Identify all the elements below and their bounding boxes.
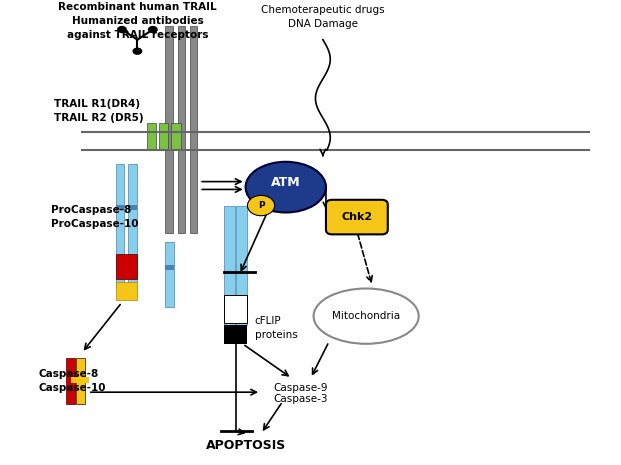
Bar	[128, 205, 137, 210]
Bar	[165, 242, 174, 307]
Text: ProCaspase-8: ProCaspase-8	[51, 205, 131, 215]
Bar	[116, 282, 137, 300]
Text: against TRAIL receptors: against TRAIL receptors	[66, 30, 208, 40]
Bar	[178, 26, 185, 233]
Text: Caspase-3: Caspase-3	[273, 394, 328, 404]
Bar	[224, 326, 247, 344]
Text: Chemoterapeutic drugs: Chemoterapeutic drugs	[261, 5, 384, 15]
Text: P: P	[258, 201, 265, 210]
Text: DNA Damage: DNA Damage	[288, 19, 358, 28]
Text: Chk2: Chk2	[342, 212, 373, 222]
Circle shape	[247, 195, 274, 216]
Bar	[76, 358, 85, 404]
Bar	[116, 205, 124, 210]
Circle shape	[132, 47, 142, 55]
Text: Caspase-8: Caspase-8	[39, 369, 99, 379]
Text: Caspase-9: Caspase-9	[273, 383, 328, 392]
Text: TRAIL R2 (DR5): TRAIL R2 (DR5)	[54, 113, 143, 123]
Text: Recombinant human TRAIL: Recombinant human TRAIL	[58, 2, 217, 13]
Bar	[224, 206, 235, 326]
Bar	[147, 123, 156, 150]
Text: Mitochondria: Mitochondria	[332, 311, 400, 321]
Bar	[165, 265, 174, 270]
Text: TRAIL R1(DR4): TRAIL R1(DR4)	[54, 99, 140, 109]
Text: Humanized antibodies: Humanized antibodies	[71, 16, 203, 26]
Ellipse shape	[245, 162, 326, 213]
Bar	[116, 254, 137, 279]
Bar	[128, 164, 137, 288]
Text: Caspase-10: Caspase-10	[39, 383, 106, 392]
Bar	[71, 378, 89, 383]
Bar	[190, 26, 197, 233]
Bar	[224, 295, 247, 323]
Text: cFLIP: cFLIP	[255, 316, 281, 326]
Text: ATM: ATM	[271, 176, 301, 189]
Bar	[171, 123, 181, 150]
Bar	[237, 206, 247, 326]
Bar	[165, 26, 173, 233]
Bar	[116, 164, 124, 288]
Text: ProCaspase-10: ProCaspase-10	[51, 219, 138, 229]
Bar	[159, 123, 168, 150]
Circle shape	[117, 26, 127, 33]
Circle shape	[148, 26, 158, 33]
Text: proteins: proteins	[255, 330, 297, 339]
Text: APOPTOSIS: APOPTOSIS	[206, 438, 286, 452]
FancyBboxPatch shape	[326, 200, 388, 234]
Bar	[66, 358, 75, 404]
Ellipse shape	[314, 288, 419, 344]
